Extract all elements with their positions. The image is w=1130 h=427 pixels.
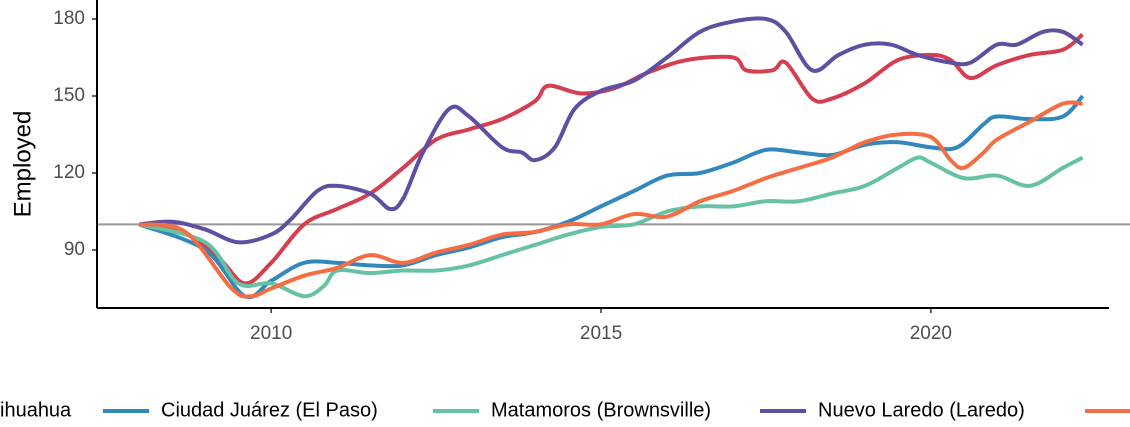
y-axis-title: Employed xyxy=(9,111,36,218)
legend-label: Nuevo Laredo (Laredo) xyxy=(818,399,1025,421)
y-tick-label: 120 xyxy=(53,162,85,183)
y-tick-label: 90 xyxy=(64,239,85,260)
legend-label: Matamoros (Brownsville) xyxy=(491,399,711,421)
series-line xyxy=(138,32,1084,286)
legend-label: Ciudad Juárez (El Paso) xyxy=(161,399,378,421)
y-tick-label: 150 xyxy=(53,85,85,106)
series-line xyxy=(138,100,1083,299)
series-line xyxy=(138,94,1085,300)
y-tick-label: 180 xyxy=(53,8,85,29)
x-tick-label: 2020 xyxy=(910,323,952,344)
series-line xyxy=(138,155,1084,299)
x-tick-label: 2010 xyxy=(250,323,292,344)
series-line xyxy=(139,16,1084,245)
legend-label: ihuahua xyxy=(0,399,72,421)
x-tick-label: 2015 xyxy=(580,323,622,344)
